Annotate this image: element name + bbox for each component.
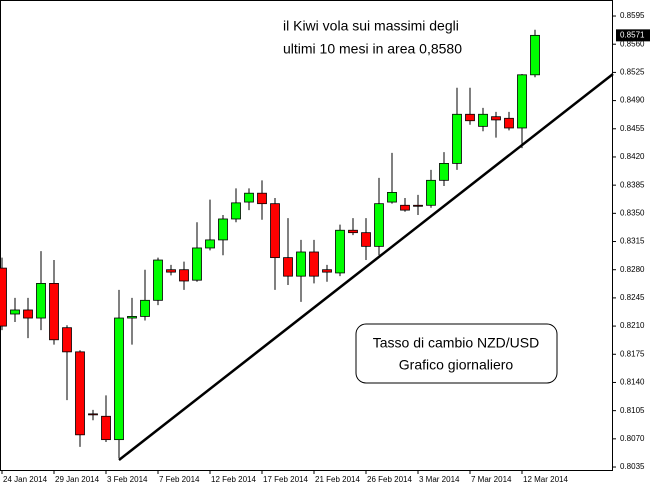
candle-body (140, 299, 150, 317)
y-tick-label: 0.8350 (620, 208, 645, 217)
y-tick-label: 0.8490 (620, 96, 645, 105)
trend-line (118, 73, 614, 461)
y-tick-label: 0.8175 (620, 349, 645, 358)
candle-body (88, 413, 98, 416)
candle-body (504, 117, 514, 129)
x-tick-label: 29 Jan 2014 (55, 475, 100, 484)
y-tick-label: 0.8070 (620, 434, 645, 443)
candle-body (283, 257, 293, 277)
candle-body (465, 113, 475, 122)
x-tick-label: 7 Feb 2014 (159, 475, 200, 484)
candle-body (192, 247, 202, 281)
candle-body (218, 218, 228, 241)
candle-body (387, 191, 397, 203)
y-tick-label: 0.8210 (620, 321, 645, 330)
candle-body (49, 283, 59, 341)
y-tick-label: 0.8035 (620, 462, 645, 471)
x-tick-label: 21 Feb 2014 (315, 475, 360, 484)
y-tick-label: 0.8420 (620, 152, 645, 161)
y-tick-label: 0.8595 (620, 11, 645, 20)
y-tick-label: 0.8105 (620, 406, 645, 415)
x-tick-label: 3 Mar 2014 (419, 475, 460, 484)
candle-body (101, 415, 111, 441)
y-tick-label: 0.8140 (620, 378, 645, 387)
candle-body (530, 34, 540, 76)
candle-body (153, 259, 163, 301)
candle-body (10, 309, 20, 315)
y-tick-label: 0.8245 (620, 293, 645, 302)
box-text: Grafico giornaliero (399, 357, 514, 373)
last-price-label: 0.8571 (620, 30, 645, 39)
candle-body (413, 204, 423, 207)
candle-body (491, 116, 501, 121)
plot-frame (0, 0, 613, 471)
candle-body (478, 113, 488, 127)
candle-body (439, 163, 449, 181)
box-text: Tasso di cambio NZD/USD (373, 335, 540, 351)
y-tick-label: 0.8385 (620, 180, 645, 189)
x-tick-label: 12 Mar 2014 (523, 475, 568, 484)
candle-body (114, 317, 124, 441)
candle-body (166, 269, 176, 273)
last-price-box (616, 29, 650, 42)
candle-body (426, 179, 436, 206)
candle-body (400, 204, 410, 211)
x-tick-label: 24 Jan 2014 (3, 475, 48, 484)
x-tick-label: 17 Feb 2014 (263, 475, 308, 484)
candle-body (231, 202, 241, 220)
candle-body (179, 269, 189, 282)
candle-body (335, 229, 345, 274)
candle-body (309, 251, 319, 277)
candle-body (270, 203, 280, 259)
x-tick-label: 26 Feb 2014 (367, 475, 412, 484)
candle-body (452, 113, 462, 164)
candle-body (0, 267, 7, 327)
candle-body (205, 239, 215, 249)
candle-body (62, 327, 72, 353)
candle-body (348, 229, 358, 234)
annotation: ultimi 10 mesi in area 0,8580 (283, 41, 462, 57)
candle-body (257, 192, 267, 205)
candle-body (75, 351, 85, 436)
x-tick-label: 3 Feb 2014 (107, 475, 148, 484)
y-tick-label: 0.8525 (620, 68, 645, 77)
y-tick-label: 0.8560 (620, 39, 645, 48)
annotation: il Kiwi vola sui massimi degli (283, 18, 459, 34)
candle-body (244, 192, 254, 203)
candle-body (374, 203, 384, 247)
candle-body (23, 309, 33, 319)
candle-body (517, 74, 527, 129)
y-tick-label: 0.8280 (620, 265, 645, 274)
info-box (355, 323, 558, 384)
y-tick-label: 0.8315 (620, 237, 645, 246)
candle-body (322, 269, 332, 273)
candle-body (361, 232, 371, 247)
x-tick-label: 12 Feb 2014 (211, 475, 256, 484)
candle-body (296, 251, 306, 277)
y-tick-label: 0.8455 (620, 124, 645, 133)
candle-body (127, 316, 137, 319)
x-tick-label: 7 Mar 2014 (471, 475, 512, 484)
candle-body (36, 283, 46, 319)
